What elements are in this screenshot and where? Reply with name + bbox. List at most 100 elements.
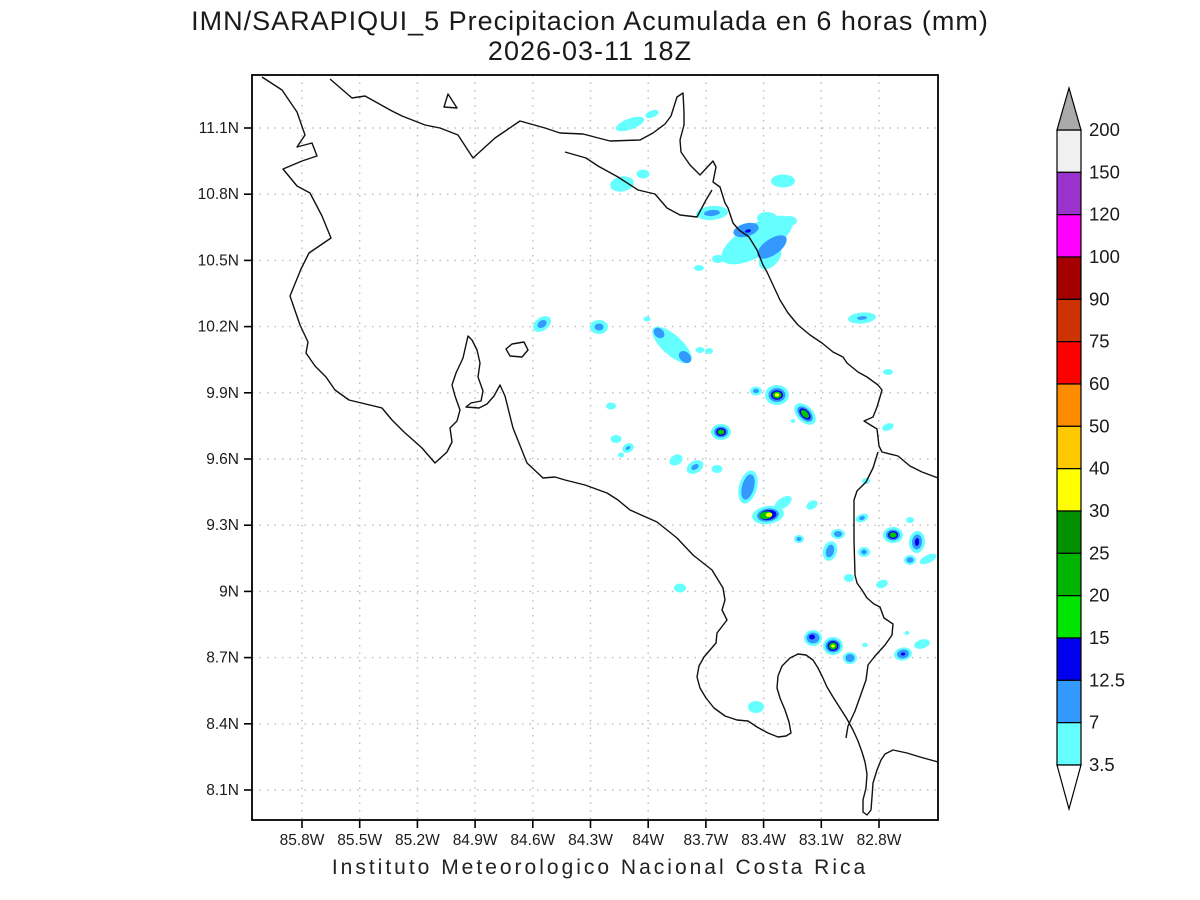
colorbar-label: 7	[1089, 712, 1099, 733]
colorbar-box	[1056, 595, 1082, 639]
precip-contour-n	[809, 634, 815, 640]
y-tick-label: 9.9N	[206, 385, 239, 402]
precip-blob	[823, 637, 843, 655]
precip-contour-b	[906, 557, 914, 563]
precip-contour-g	[800, 409, 810, 419]
footer-attribution: Instituto Meteorologico Nacional Costa R…	[331, 856, 869, 879]
precip-blob	[711, 465, 723, 473]
precip-blob	[757, 235, 787, 259]
x-tick-label: 84.6W	[510, 832, 555, 849]
y-tick-label: 8.7N	[206, 650, 239, 667]
colorbar-labels: 200 150 120 100 90 75 60 50 40 30 25 20 15 12.5 7 3.5	[1089, 119, 1125, 775]
precip-blob	[862, 642, 868, 648]
precip-blob	[806, 500, 818, 510]
colorbar-box	[1056, 468, 1082, 512]
coastline-path	[505, 341, 529, 358]
colorbar-box	[1056, 256, 1082, 300]
colorbar-box	[1056, 425, 1082, 470]
precip-contour-n	[745, 229, 751, 233]
colorbar: 200 150 120 100 90 75 60 50 40 30 25 20 15 12.5 7 3.5	[1056, 85, 1125, 812]
precip-blob	[894, 647, 912, 661]
x-tick-label: 82.8W	[857, 832, 902, 849]
precip-blob	[858, 547, 870, 557]
colorbar-label: 50	[1089, 415, 1110, 436]
precip-blob	[790, 419, 796, 423]
y-tick-label: 10.5N	[198, 252, 239, 269]
y-tick-label: 9.6N	[206, 451, 239, 468]
precip-contour-c	[645, 109, 659, 119]
precip-contour-c	[615, 116, 645, 132]
precip-contour-b	[625, 446, 631, 450]
precip-contour-c	[844, 574, 854, 582]
colorbar-label: 3.5	[1089, 754, 1115, 775]
precip-contour-c	[694, 265, 704, 271]
precip-blob	[738, 470, 758, 504]
colorbar-label: 25	[1089, 542, 1110, 563]
precip-blob	[618, 452, 624, 458]
precip-blob	[883, 369, 893, 375]
y-tick-label: 8.4N	[206, 716, 239, 733]
precip-contour-c	[876, 579, 888, 589]
colorbar-box	[1056, 341, 1082, 385]
precip-blob	[844, 574, 854, 582]
coastline-path	[443, 93, 458, 109]
precip-blob	[721, 215, 793, 265]
precip-contour-b	[757, 235, 787, 259]
precip-blob	[532, 316, 552, 332]
colorbar-label: 12.5	[1089, 669, 1125, 690]
precip-blob	[615, 116, 645, 132]
precip-blob	[712, 255, 724, 263]
precip-contour-c	[790, 419, 796, 423]
precip-blob	[822, 541, 838, 561]
precip-contour-c	[862, 642, 868, 648]
precip-contour-b	[825, 544, 835, 558]
plot-title: IMN/SARAPIQUI_5 Precipitacion Acumulada …	[191, 6, 989, 36]
precip-blob	[904, 631, 910, 635]
precip-blob	[745, 229, 751, 233]
precip-blob	[678, 351, 692, 363]
axis-labels: 85.8W 85.5W 85.2W 84.9W 84.6W 84.3W 84W 83.7W 83…	[198, 120, 902, 849]
precip-contour-b	[861, 549, 867, 555]
colorbar-label: 200	[1089, 119, 1120, 140]
precip-contour-y	[831, 644, 835, 648]
precip-blob	[653, 327, 665, 339]
precip-contour-c	[712, 255, 724, 263]
precip-blob	[752, 505, 784, 525]
x-tick-label: 83.7W	[683, 832, 728, 849]
colorbar-label: 150	[1089, 161, 1120, 182]
coastline-path	[564, 151, 713, 218]
precip-contour-c	[771, 174, 795, 188]
precip-contour-y	[765, 512, 773, 518]
colorbar-box	[1056, 510, 1082, 554]
precip-contour-b	[691, 464, 699, 470]
precip-contour-c	[606, 402, 616, 410]
precip-blob	[771, 174, 795, 188]
grid-lines	[252, 75, 938, 820]
precip-contour-b	[704, 209, 720, 217]
y-tick-label: 9.3N	[206, 517, 239, 534]
y-tick-label: 8.1N	[206, 782, 239, 799]
precip-contour-y	[774, 393, 780, 397]
colorbar-label: 15	[1089, 627, 1110, 648]
precip-contour-c	[904, 631, 910, 635]
colorbar-box	[1056, 129, 1082, 173]
precip-blob	[774, 495, 792, 511]
precip-blob	[848, 312, 876, 324]
y-tick-label: 9N	[219, 583, 239, 600]
precip-contour-b	[857, 316, 867, 320]
precip-contour-c	[914, 639, 930, 649]
precip-contour-n	[900, 652, 906, 656]
x-tick-label: 85.2W	[395, 832, 440, 849]
colorbar-box	[1056, 552, 1082, 597]
precip-contour-b	[741, 474, 755, 500]
precip-contour-n	[914, 538, 920, 546]
colorbar-label: 40	[1089, 458, 1110, 479]
x-tick-label: 84.9W	[453, 832, 498, 849]
precip-contour-b	[845, 654, 855, 662]
precip-blob	[831, 529, 845, 539]
precip-blob	[765, 385, 789, 405]
precip-contour-c	[610, 176, 634, 192]
y-tick-label: 11.1N	[199, 120, 239, 137]
precip-contour-c	[711, 465, 723, 473]
